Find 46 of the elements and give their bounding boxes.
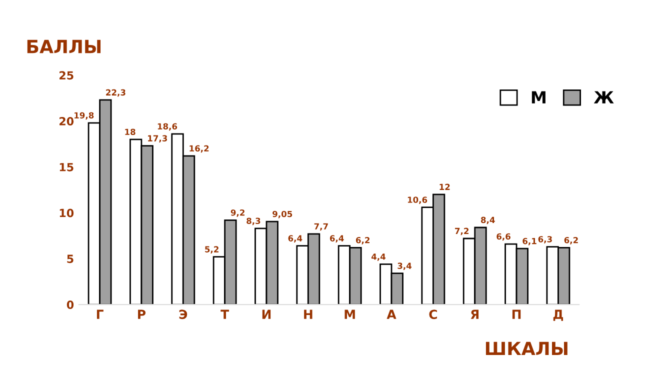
y-tick-label: 15 [60, 163, 74, 172]
legend-label: Ж [594, 91, 614, 104]
x-tick-label: А [386, 310, 396, 319]
data-label: 7,2 [455, 228, 469, 236]
data-label: 6,1 [522, 238, 536, 246]
data-label: 18,6 [158, 123, 178, 131]
data-label: 5,2 [205, 246, 218, 254]
data-label: 18 [125, 128, 136, 136]
y-tick-label: 20 [60, 117, 74, 126]
x-tick-label: Я [470, 310, 479, 319]
data-label: 6,2 [356, 236, 370, 244]
x-tick-label: М [344, 310, 355, 319]
y-tick-label: 0 [66, 300, 74, 309]
x-tick-label: Н [304, 310, 312, 319]
x-tick-label: Э [179, 310, 188, 320]
x-tick-label: Д [553, 310, 564, 321]
data-label: 19,8 [74, 112, 94, 120]
data-label: 17,3 [148, 135, 167, 143]
data-label: 6,4 [288, 235, 302, 243]
y-tick-label: 5 [67, 254, 74, 264]
data-label: 9,2 [230, 209, 244, 217]
x-tick-label: И [262, 310, 271, 319]
data-label: 6,4 [330, 235, 344, 243]
data-label: 6,6 [496, 233, 510, 241]
x-tick-label: Р [138, 310, 146, 319]
data-label: 6,3 [538, 236, 552, 244]
x-tick-label: Г [96, 310, 104, 319]
legend-label: М [532, 91, 546, 104]
y-tick-label: 25 [60, 71, 74, 80]
data-label: 10,6 [408, 196, 428, 204]
x-tick-label: С [429, 310, 437, 320]
y-axis-title: БАЛЛЫ [27, 40, 101, 54]
data-label: 6,2 [564, 236, 578, 244]
data-label: 7,7 [314, 223, 328, 231]
data-label: 9,05 [272, 210, 292, 218]
x-tick-label: П [512, 310, 521, 319]
data-label: 22,3 [106, 89, 126, 97]
data-label: 8,4 [480, 216, 495, 224]
data-label: 12 [440, 184, 450, 190]
data-label: 4,4 [371, 254, 386, 261]
data-label: 3,4 [398, 262, 412, 270]
data-label: 16,2 [190, 145, 209, 153]
x-tick-label: Т [220, 310, 230, 319]
x-axis-title: ШКАЛЫ [486, 342, 568, 355]
y-tick-label: 10 [60, 208, 74, 218]
data-label: 8,3 [246, 218, 260, 226]
